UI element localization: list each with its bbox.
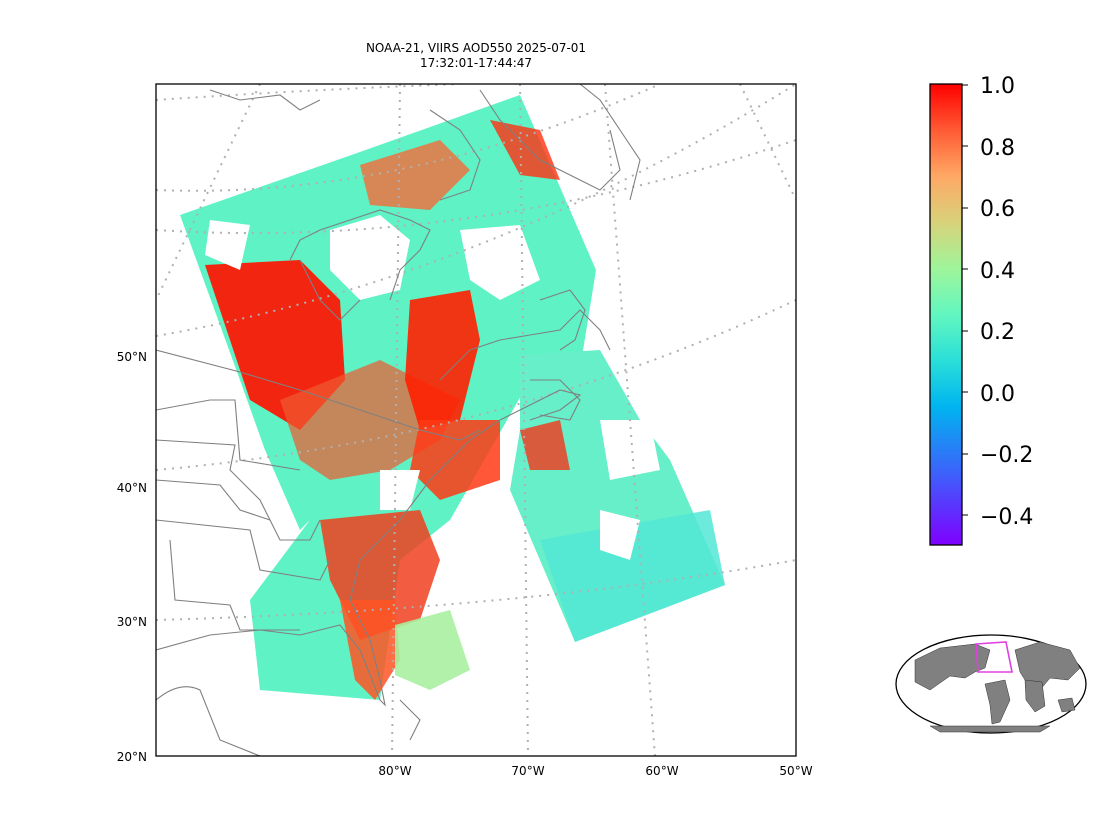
lon-label-70: 70°W <box>511 764 544 778</box>
figure-subtitle: 17:32:01-17:44:47 <box>419 56 533 70</box>
lon-label-50: 50°W <box>779 764 812 778</box>
graticule <box>156 84 796 756</box>
map-frame <box>155 83 797 757</box>
lat-labels: 50°N 40°N 30°N 20°N <box>117 350 147 764</box>
lon-label-80: 80°W <box>378 764 411 778</box>
colorbar-label: −0.4 <box>980 505 1033 530</box>
main-map <box>156 84 796 756</box>
colorbar-ticks <box>962 84 968 516</box>
colorbar-label: −0.2 <box>980 443 1033 468</box>
coastlines <box>156 84 641 756</box>
colorbar-label: 0.8 <box>980 136 1015 161</box>
colorbar-label: 0.4 <box>980 259 1015 284</box>
lon-labels: 80°W 70°W 60°W 50°W <box>378 764 812 778</box>
lon-label-60: 60°W <box>645 764 678 778</box>
colorbar-label: 0.6 <box>980 197 1015 222</box>
colorbar <box>929 83 963 546</box>
colorbar-label: 0.0 <box>980 382 1015 407</box>
lat-label-40: 40°N <box>117 481 147 495</box>
colorbar-label: 1.0 <box>980 74 1015 99</box>
colorbar-labels: 1.0 0.8 0.6 0.4 0.2 0.0 −0.2 −0.4 <box>980 74 1033 530</box>
lat-label-30: 30°N <box>117 615 147 629</box>
colorbar-label: 0.2 <box>980 320 1015 345</box>
lat-label-50: 50°N <box>117 350 147 364</box>
figure-title: NOAA-21, VIIRS AOD550 2025-07-01 <box>365 41 587 55</box>
lat-label-20: 20°N <box>117 750 147 764</box>
globe-locator-icon <box>895 634 1087 734</box>
